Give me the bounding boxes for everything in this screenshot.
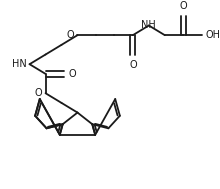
Text: OH: OH [205,30,220,40]
Text: O: O [34,88,42,98]
Text: NH: NH [141,20,156,30]
Text: O: O [129,60,137,70]
Text: O: O [66,30,74,40]
Text: HN: HN [12,59,27,69]
Text: O: O [180,1,187,11]
Text: O: O [69,69,76,79]
